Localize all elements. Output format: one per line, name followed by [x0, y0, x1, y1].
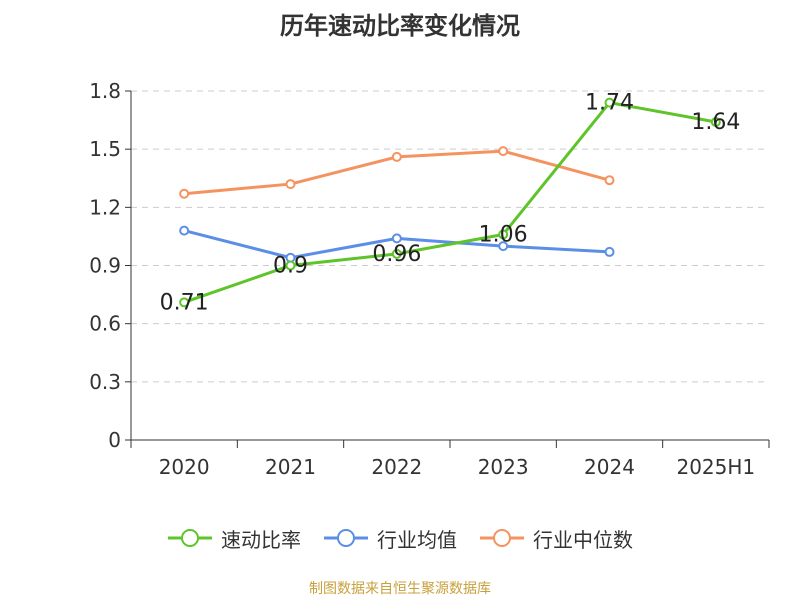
data-point: [498, 229, 509, 240]
data-label: 1.64: [691, 110, 740, 135]
data-point: [391, 151, 402, 162]
data-point: [498, 241, 509, 252]
data-point: [604, 97, 615, 108]
y-tick-label: 0.3: [89, 370, 121, 394]
data-point: [179, 297, 190, 308]
y-tick-label: 1.5: [89, 137, 121, 161]
data-point: [285, 260, 296, 271]
x-tick-label: 2022: [371, 455, 422, 479]
gridlines: [131, 90, 769, 383]
y-tick-label: 1.2: [89, 195, 121, 219]
source-note: 制图数据来自恒生聚源数据库: [309, 581, 491, 597]
data-labels: 0.71 0.9 0.96 1.06 1.74 1.64: [160, 91, 741, 316]
x-tick-label: 2024: [584, 455, 635, 479]
chart-title: 历年速动比率变化情况: [280, 12, 520, 40]
legend-item[interactable]: 速动比率: [167, 524, 301, 553]
legend-swatch-icon: [324, 529, 368, 547]
data-point: [391, 248, 402, 259]
series-lines: [179, 97, 721, 308]
y-tick-label: 0.6: [89, 312, 121, 336]
x-tick-label: 2025H1: [676, 455, 755, 479]
legend-label: 行业均值: [377, 527, 457, 552]
legend: 速动比率 行业均值 行业中位数: [0, 520, 800, 556]
data-point: [179, 225, 190, 236]
data-point: [391, 233, 402, 244]
y-tick-label: 1.8: [89, 79, 121, 103]
data-point: [604, 246, 615, 257]
data-point: [179, 188, 190, 199]
series-line: [183, 101, 717, 304]
legend-label: 速动比率: [221, 527, 301, 552]
x-tick-label: 2020: [159, 455, 210, 479]
legend-swatch-icon: [480, 529, 524, 547]
legend-item[interactable]: 行业均值: [323, 524, 457, 553]
x-tick-label: 2023: [478, 455, 529, 479]
data-label: 1.74: [585, 91, 634, 116]
data-label: 1.06: [479, 222, 528, 247]
data-label: 0.96: [372, 242, 421, 267]
data-label: 0.9: [273, 254, 308, 279]
data-point: [710, 117, 721, 128]
legend-label: 行业中位数: [533, 527, 633, 552]
data-label: 0.71: [160, 290, 209, 315]
x-tick-label: 2021: [265, 455, 316, 479]
legend-swatch-icon: [168, 529, 212, 547]
y-tick-label: 0: [108, 428, 121, 452]
data-point: [285, 179, 296, 190]
y-tick-label: 0.9: [89, 254, 121, 278]
data-point: [498, 146, 509, 157]
axes: 0 0.3 0.6 0.9 1.2 1.5 1.8 2020 2021 2022 2023 2024 2…: [89, 79, 770, 479]
data-point: [604, 175, 615, 186]
legend-item[interactable]: 行业中位数: [479, 524, 633, 553]
